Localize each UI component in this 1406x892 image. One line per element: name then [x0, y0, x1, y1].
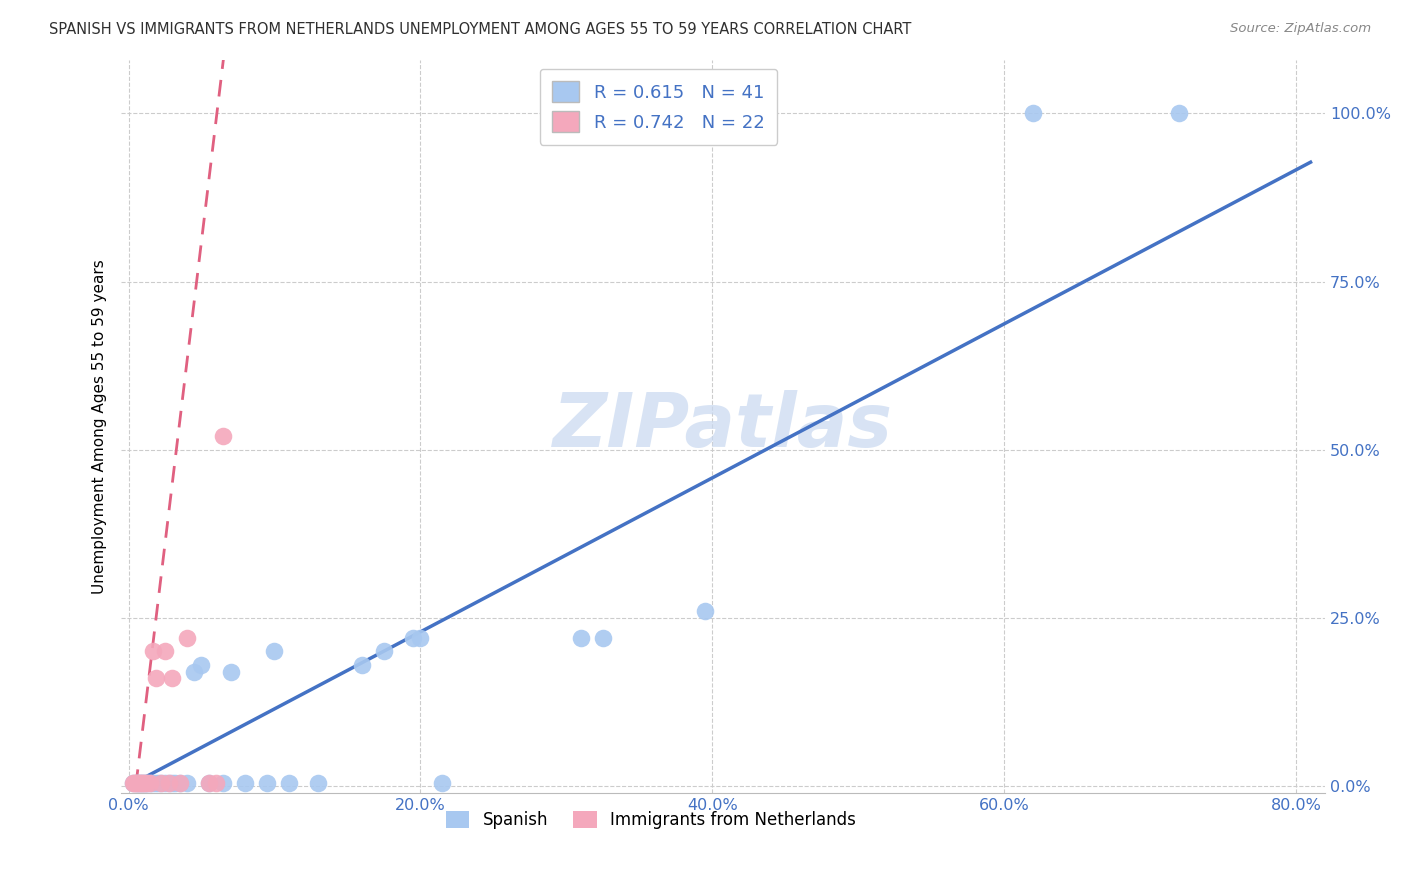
Point — [197, 775, 219, 789]
Point — [153, 644, 176, 658]
Point — [132, 775, 155, 789]
Text: ZIPatlas: ZIPatlas — [553, 390, 893, 463]
Point — [190, 657, 212, 672]
Point — [169, 775, 191, 789]
Point — [127, 775, 149, 789]
Point — [122, 775, 145, 789]
Point — [233, 775, 256, 789]
Point — [212, 775, 235, 789]
Point — [124, 775, 146, 789]
Point — [402, 631, 425, 645]
Point — [129, 775, 152, 789]
Legend: Spanish, Immigrants from Netherlands: Spanish, Immigrants from Netherlands — [440, 804, 862, 836]
Point — [183, 665, 205, 679]
Point — [131, 775, 153, 789]
Y-axis label: Unemployment Among Ages 55 to 59 years: Unemployment Among Ages 55 to 59 years — [93, 259, 107, 593]
Point — [135, 775, 157, 789]
Point — [278, 775, 301, 789]
Point — [149, 775, 172, 789]
Point — [569, 631, 592, 645]
Point — [256, 775, 278, 789]
Point — [128, 775, 150, 789]
Point — [132, 775, 155, 789]
Point — [165, 775, 187, 789]
Point — [143, 775, 166, 789]
Point — [1168, 106, 1191, 120]
Point — [136, 775, 159, 789]
Point — [169, 775, 191, 789]
Point — [263, 644, 285, 658]
Point — [176, 631, 198, 645]
Point — [139, 775, 162, 789]
Point — [409, 631, 432, 645]
Point — [142, 644, 165, 658]
Point — [592, 631, 614, 645]
Point — [197, 775, 219, 789]
Point — [122, 775, 145, 789]
Point — [373, 644, 395, 658]
Text: SPANISH VS IMMIGRANTS FROM NETHERLANDS UNEMPLOYMENT AMONG AGES 55 TO 59 YEARS CO: SPANISH VS IMMIGRANTS FROM NETHERLANDS U… — [49, 22, 911, 37]
Point — [128, 775, 150, 789]
Point — [157, 775, 180, 789]
Point — [219, 665, 242, 679]
Text: Source: ZipAtlas.com: Source: ZipAtlas.com — [1230, 22, 1371, 36]
Point — [153, 775, 176, 789]
Point — [131, 775, 153, 789]
Point — [134, 775, 156, 789]
Point — [141, 775, 163, 789]
Point — [149, 775, 172, 789]
Point — [146, 775, 169, 789]
Point — [693, 604, 716, 618]
Point — [432, 775, 454, 789]
Point — [145, 671, 167, 685]
Point — [176, 775, 198, 789]
Point — [157, 775, 180, 789]
Point — [125, 775, 148, 789]
Point — [134, 775, 156, 789]
Point — [127, 775, 149, 789]
Point — [350, 657, 373, 672]
Point — [307, 775, 329, 789]
Point — [162, 671, 184, 685]
Point — [129, 775, 152, 789]
Point — [212, 429, 235, 443]
Point — [1022, 106, 1045, 120]
Point — [136, 775, 159, 789]
Point — [162, 775, 184, 789]
Point — [205, 775, 228, 789]
Point — [125, 775, 148, 789]
Point — [139, 775, 162, 789]
